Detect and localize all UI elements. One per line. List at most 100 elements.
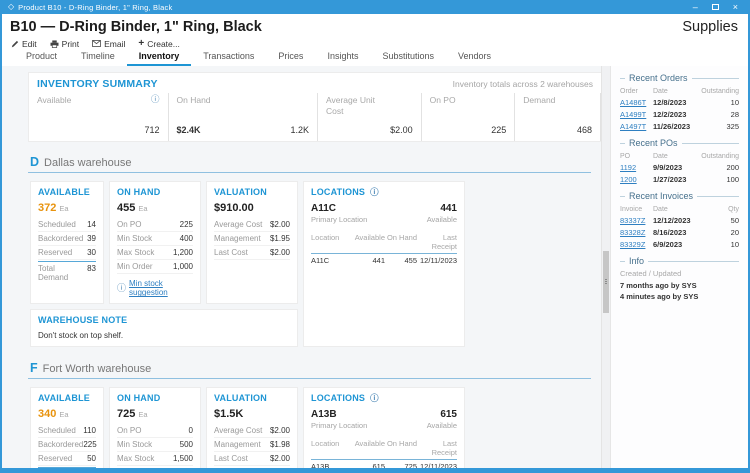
min-stock-suggestion-link[interactable]: Min stock suggestion [129, 279, 168, 298]
tab-substitutions[interactable]: Substitutions [382, 51, 434, 61]
info-icon[interactable]: ⓘ [370, 393, 379, 403]
stat-label: Reserved [38, 454, 73, 464]
create-button[interactable]: + Create... [138, 37, 180, 49]
summary-col-value: 225 [491, 125, 507, 136]
stat-value: 83 [87, 264, 96, 274]
locations-card: LOCATIONS ⓘ A11C 441 Primary Location Availab… [303, 181, 465, 348]
summary-col-label: Available ⓘ [37, 94, 160, 105]
stat-label: Min Order [117, 262, 153, 272]
minimize-button-icon[interactable]: – [692, 1, 698, 12]
recent-orders-header-row: Order Date Outstanding [620, 87, 739, 95]
onhand-card: ON HAND 455 Ea On PO 225 Min Stock 400 Max Stoc… [109, 181, 201, 305]
stat-value: 1,000 [172, 262, 193, 272]
recent-pos-row: 1200 1/27/2023 100 [620, 174, 739, 184]
available-label: Available [426, 421, 457, 431]
stat-row: Backordered 225 [38, 438, 97, 453]
stat-row: Max Stock 1,500 [117, 452, 193, 467]
tab-transactions[interactable]: Transactions [203, 51, 255, 61]
recent-orders-link[interactable]: A1499T [620, 109, 647, 119]
stat-row: Min Order 1,000 [117, 260, 193, 275]
stat-row: Average Cost $2.00 [214, 424, 290, 439]
primary-location-code: A11C [311, 203, 337, 215]
tab-product[interactable]: Product [26, 51, 58, 61]
titlebar-title: Product B10 - D-Ring Binder, 1" Ring, Bl… [18, 2, 173, 12]
tab-inventory[interactable]: Inventory [126, 49, 192, 66]
stat-row: Backordered 39 [38, 232, 96, 247]
stat-row: Management $1.95 [214, 232, 290, 247]
stat-value: 225 [83, 440, 97, 450]
recent-orders-link[interactable]: A1486T [620, 97, 647, 107]
stat-row: Last Cost $2.00 [214, 452, 290, 467]
tab-prices[interactable]: Prices [278, 51, 304, 61]
summary-column: Available ⓘ 712 [37, 93, 169, 142]
stat-row: Scheduled 110 [38, 424, 96, 439]
recent-invoices-link[interactable]: 83329Z [620, 239, 646, 249]
warehouse-section: F Fort Worth warehouse AVAILABLE 340 Ea Sched… [28, 357, 593, 468]
summary-note: Inventory totals across 2 warehouses [452, 79, 593, 89]
stat-value: $1.95 [269, 234, 290, 244]
stat-row: Management $1.98 [214, 438, 290, 453]
tab-vendors[interactable]: Vendors [458, 51, 492, 61]
summary-col-value: $2.4K 1.2K [176, 125, 309, 136]
tab-timeline[interactable]: Timeline [81, 51, 115, 61]
available-label: Available [426, 215, 457, 225]
info-icon[interactable]: ⓘ [370, 187, 379, 197]
updated-value: 4 minutes ago by SYS [620, 292, 699, 301]
stat-label: Max Stock [117, 248, 155, 258]
tab-insights[interactable]: Insights [327, 51, 359, 61]
card-title: AVAILABLE [38, 393, 90, 404]
scrollbar-thumb[interactable] [603, 251, 609, 313]
warehouse-section: D Dallas warehouse AVAILABLE 372 Ea Scheduled… [28, 151, 593, 348]
recent-pos-header-row: PO Date Outstanding [620, 152, 739, 160]
warehouse-list: D Dallas warehouse AVAILABLE 372 Ea Scheduled… [28, 151, 593, 468]
titlebar: ◇ Product B10 - D-Ring Binder, 1" Ring, … [2, 0, 748, 14]
warehouse-name: Fort Worth warehouse [42, 363, 152, 376]
summary-column: On Hand $2.4K 1.2K [169, 93, 318, 142]
toolbar: Edit Print Email + Create... [2, 37, 748, 50]
valuation-card: VALUATION $910.00 Average Cost $2.00 Managem… [206, 181, 298, 305]
stat-label: Total Demand [38, 264, 69, 283]
stat-row: Min Stock 400 [117, 232, 193, 247]
stat-label: Scheduled [38, 426, 76, 436]
stat-label: Last Cost [214, 454, 248, 464]
maximize-button-icon[interactable] [711, 4, 719, 10]
warehouse-initial: D [30, 155, 40, 170]
envelope-icon [92, 40, 101, 47]
unit-of-measure: Ea [59, 410, 69, 420]
stat-value: 225 [179, 220, 193, 230]
recent-pos-link[interactable]: 1192 [620, 162, 637, 172]
summary-col-label: On Hand [176, 95, 211, 105]
available-card: AVAILABLE 372 Ea Scheduled 14 Backordered 39 Re… [30, 181, 104, 305]
edit-button[interactable]: Edit [11, 39, 37, 49]
close-button-icon[interactable]: × [732, 1, 738, 12]
vertical-scrollbar[interactable] [601, 66, 610, 468]
stat-value: $1.98 [269, 440, 290, 450]
summary-columns: Available ⓘ 712 On Hand $2.4K 1.2K Average Uni… [29, 93, 601, 142]
stat-label: Scheduled [38, 220, 76, 230]
recent-orders-link[interactable]: A1497T [620, 121, 647, 131]
info-icon[interactable]: ⓘ [150, 94, 160, 104]
content-body: INVENTORY SUMMARY Inventory totals acros… [2, 66, 748, 468]
print-button[interactable]: Print [50, 39, 79, 49]
recent-invoices-link[interactable]: 83337Z [620, 215, 646, 225]
stat-label: Management [214, 234, 261, 244]
stat-value: 1,500 [172, 454, 193, 464]
stat-row: Min Stock 500 [117, 438, 193, 453]
valuation-card: VALUATION $1.5K Average Cost $2.00 Managemen… [206, 387, 298, 468]
printer-icon [50, 39, 59, 48]
summary-col-label: On PO [429, 95, 456, 105]
inventory-summary-title: INVENTORY SUMMARY [37, 78, 158, 90]
email-button[interactable]: Email [92, 39, 125, 49]
page-header: B10 — D-Ring Binder, 1" Ring, Black Supp… [2, 14, 748, 37]
primary-location-available: 615 [440, 409, 457, 421]
recent-invoices-link[interactable]: 83328Z [620, 227, 646, 237]
stat-label: Last Cost [214, 248, 248, 258]
info-icon: ⓘ [117, 282, 127, 293]
recent-pos-link[interactable]: 1200 [620, 174, 637, 184]
created-value: 7 months ago by SYS [620, 281, 697, 290]
stat-row: On PO 0 [117, 424, 193, 439]
summary-col-value: 468 [576, 125, 592, 136]
main-content: INVENTORY SUMMARY Inventory totals acros… [2, 66, 601, 468]
